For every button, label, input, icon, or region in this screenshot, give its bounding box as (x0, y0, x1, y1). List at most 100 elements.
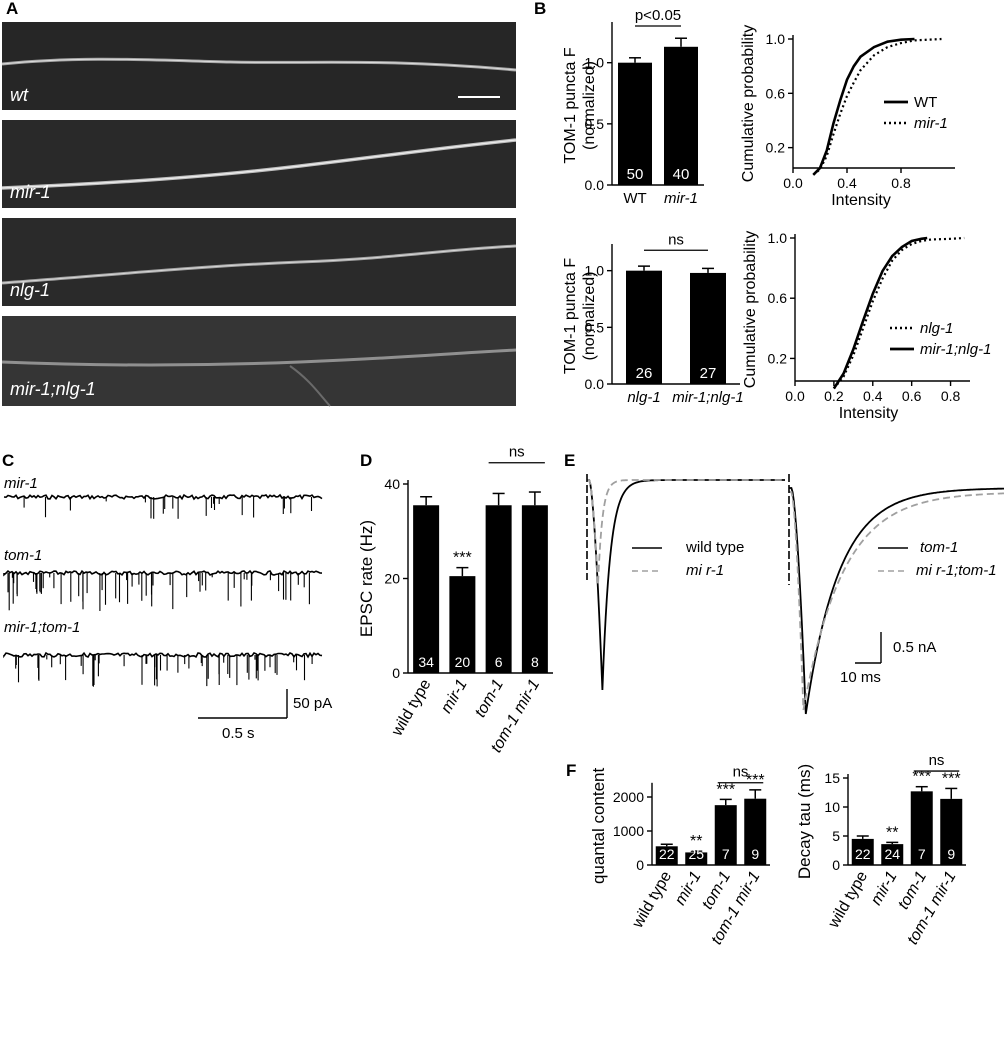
sample-size: 22 (659, 846, 675, 862)
sample-size: 6 (495, 654, 503, 670)
x-axis-label: Intensity (839, 405, 899, 422)
epsc-traces (3, 493, 323, 687)
image-label-mir-1: mir-1 (10, 182, 51, 202)
sample-size: 22 (855, 846, 871, 862)
y-tick-label: 0.5 (585, 319, 605, 335)
ns-annotation: ns (668, 231, 684, 248)
x-tick-label: 0.4 (863, 388, 883, 404)
y-axis-label: EPSC rate (Hz) (357, 520, 376, 637)
y-tick-label: 0.2 (768, 350, 788, 366)
chart-b-bottom-cdf: 0.0 0.2 0.4 0.6 0.8 0.2 0.6 1.0 Intensity Cumulat… (742, 230, 991, 422)
significance-mark: *** (912, 769, 931, 786)
sample-size: 7 (918, 846, 926, 862)
y-tick-label: 10 (824, 799, 840, 815)
legend-label: WT (914, 94, 937, 111)
y-tick-label: 0.0 (585, 376, 605, 392)
legend-label-wild-type: wild type (685, 539, 744, 556)
bar (851, 838, 874, 865)
image-label-mir-1-nlg-1: mir-1;nlg-1 (10, 379, 96, 399)
y-axis-label: Decay tau (ms) (795, 764, 814, 879)
bar (940, 798, 963, 865)
chart-b-bottom-bar: 0.0 0.5 1.0 TOM-1 puncta F (normalized) 26 nlg… (562, 231, 744, 406)
ns-annotation: ns (509, 444, 525, 461)
trace-tom-1 (789, 487, 1004, 715)
y-tick-label: 15 (824, 770, 840, 786)
y-tick-label: 0.6 (766, 85, 786, 101)
y-tick-label: 1.0 (585, 55, 605, 71)
trace-label-tom-1: tom-1 (4, 547, 42, 564)
x-tick-label: 0.6 (902, 388, 922, 404)
sample-size: 40 (673, 166, 690, 183)
micrograph-mir-1-nlg-1: mir-1;nlg-1 (1, 316, 517, 407)
legend-label: mir-1 (914, 115, 948, 132)
sample-size: 50 (627, 166, 644, 183)
bar (626, 270, 662, 384)
category-label: wild type (825, 868, 871, 931)
legend-label: nlg-1 (920, 320, 953, 337)
sample-size: 34 (418, 654, 434, 670)
legend-label-tom-1: tom-1 (920, 539, 958, 556)
legend-label-mir-1: mi r-1 (686, 562, 724, 579)
significance-mark: *** (942, 770, 961, 787)
panel-letter-d: D (360, 451, 372, 470)
panel-c: mir-1 tom-1 mir-1;tom-1 50 pA 0.5 s (3, 475, 332, 742)
bar (664, 46, 698, 185)
bar (714, 805, 737, 865)
micrograph-nlg-1: nlg-1 (1, 218, 517, 306)
panel-letter-a: A (6, 0, 18, 18)
scale-label-time: 0.5 s (222, 725, 255, 742)
sample-size: 24 (884, 846, 900, 862)
bar (618, 62, 652, 185)
category-label: WT (623, 190, 646, 207)
trace-baseline (3, 569, 323, 577)
y-axis-label: (normalized) (581, 61, 598, 150)
image-label-wt: wt (10, 85, 29, 105)
x-axis-label: Intensity (831, 192, 891, 209)
bar (449, 576, 476, 673)
legend-label: mir-1;nlg-1 (920, 341, 991, 358)
y-axis-label: TOM-1 puncta F (562, 258, 579, 374)
trace-label-mir-1-tom-1: mir-1;tom-1 (4, 619, 80, 636)
legend-label-mir-1-tom-1: mi r-1;tom-1 (916, 562, 997, 579)
evoked-traces (586, 474, 1004, 715)
x-tick-label: 0.0 (783, 175, 803, 191)
scale-label-e-current: 0.5 nA (893, 639, 936, 656)
y-tick-label: 0 (392, 665, 400, 681)
ns-annotation: ns (733, 764, 749, 781)
ns-annotation: ns (929, 752, 945, 769)
x-tick-label: 0.0 (785, 388, 805, 404)
panel-letter-f: F (566, 761, 576, 780)
y-axis-label: (normalized) (581, 272, 598, 361)
bar (910, 791, 933, 865)
significance-mark: *** (716, 781, 735, 798)
scale-label-current: 50 pA (293, 695, 332, 712)
significance-mark: ** (886, 824, 898, 841)
trace-label-mir-1: mir-1 (4, 475, 38, 492)
sample-size: 9 (947, 846, 955, 862)
chart-b-top-bar: 0.0 0.5 1.0 TOM-1 puncta F (normalized) 50 WT 4… (562, 7, 704, 207)
y-tick-label: 0 (832, 857, 840, 873)
y-axis-label: quantal content (589, 767, 608, 884)
sample-size: 20 (455, 654, 471, 670)
category-label: mir-1 (664, 190, 698, 207)
bar (413, 505, 440, 673)
chart-b-top-cdf: 0.0 0.4 0.8 0.2 0.6 1.0 Intensity Cumulative pr… (740, 25, 955, 209)
bar (485, 505, 512, 673)
sample-size: 8 (531, 654, 539, 670)
category-label: wild type (388, 676, 434, 739)
y-tick-label: 0.0 (585, 177, 605, 193)
panel-letter-c: C (2, 451, 14, 470)
x-tick-label: 0.4 (837, 175, 857, 191)
x-tick-label: 0.8 (891, 175, 911, 191)
y-tick-label: 1000 (613, 823, 644, 839)
trace-baseline (3, 651, 323, 659)
y-tick-label: 5 (832, 828, 840, 844)
significance-mark: *** (746, 772, 765, 789)
category-label: tom-1 (472, 677, 507, 721)
category-label: nlg-1 (627, 389, 660, 406)
sample-size: 7 (722, 846, 730, 862)
panel-e: wild type mi r-1 tom-1 mi r-1;tom-1 0.5 … (586, 474, 1004, 715)
bar (655, 846, 678, 865)
